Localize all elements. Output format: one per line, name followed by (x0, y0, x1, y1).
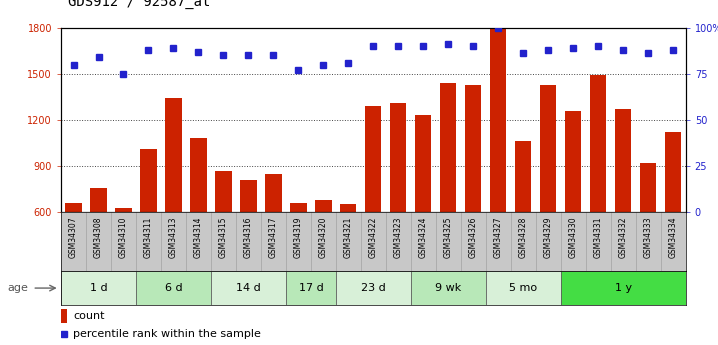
Bar (290, 203, 307, 304)
Bar (390, 103, 406, 304)
Text: GSM34324: GSM34324 (419, 217, 428, 258)
Text: GSM34314: GSM34314 (194, 217, 203, 258)
Bar (561, 271, 686, 305)
Bar (211, 271, 286, 305)
Bar (365, 106, 381, 304)
Text: 17 d: 17 d (299, 283, 323, 293)
Bar (465, 85, 482, 304)
Text: GDS912 / 92587_at: GDS912 / 92587_at (68, 0, 210, 9)
Text: GSM34333: GSM34333 (644, 217, 653, 258)
Text: GSM34316: GSM34316 (244, 217, 253, 258)
Text: 23 d: 23 d (361, 283, 386, 293)
Text: GSM34330: GSM34330 (569, 217, 578, 258)
Bar (490, 29, 506, 304)
Text: GSM34321: GSM34321 (344, 217, 353, 258)
Text: GSM34308: GSM34308 (94, 217, 103, 258)
Text: GSM34326: GSM34326 (469, 217, 477, 258)
Text: 1 y: 1 y (615, 283, 632, 293)
Bar (241, 180, 256, 304)
Text: GSM34313: GSM34313 (169, 217, 178, 258)
Bar (411, 271, 486, 305)
Text: GSM34332: GSM34332 (619, 217, 628, 258)
Bar (165, 98, 182, 304)
Text: GSM34323: GSM34323 (394, 217, 403, 258)
Text: 14 d: 14 d (236, 283, 261, 293)
Bar (665, 132, 681, 304)
Text: GSM34311: GSM34311 (144, 217, 153, 258)
Bar (286, 271, 336, 305)
Text: GSM34315: GSM34315 (219, 217, 228, 258)
Bar (315, 200, 332, 304)
Text: 9 wk: 9 wk (435, 283, 462, 293)
Bar (265, 174, 281, 304)
Bar (90, 188, 107, 304)
Bar (61, 309, 67, 323)
Bar (440, 83, 457, 304)
Text: count: count (73, 311, 104, 321)
Text: 6 d: 6 d (164, 283, 182, 293)
Text: GSM34307: GSM34307 (69, 217, 78, 258)
Bar (116, 208, 131, 304)
Bar (415, 115, 432, 304)
Bar (140, 149, 157, 304)
Bar (65, 203, 82, 304)
Bar (190, 138, 207, 304)
Text: 1 d: 1 d (90, 283, 107, 293)
Text: GSM34322: GSM34322 (369, 217, 378, 258)
Text: GSM34319: GSM34319 (294, 217, 303, 258)
Text: age: age (7, 283, 28, 293)
Text: GSM34317: GSM34317 (269, 217, 278, 258)
Text: GSM34310: GSM34310 (119, 217, 128, 258)
Bar (640, 163, 656, 304)
Bar (336, 271, 411, 305)
Bar (486, 271, 561, 305)
Text: GSM34328: GSM34328 (519, 217, 528, 258)
Bar (515, 141, 531, 304)
Text: GSM34320: GSM34320 (319, 217, 328, 258)
Text: GSM34331: GSM34331 (594, 217, 602, 258)
Text: GSM34325: GSM34325 (444, 217, 453, 258)
Bar (565, 111, 582, 304)
Bar (590, 75, 607, 304)
Text: GSM34334: GSM34334 (668, 217, 678, 258)
Text: percentile rank within the sample: percentile rank within the sample (73, 329, 261, 339)
Text: 5 mo: 5 mo (509, 283, 537, 293)
Text: GSM34329: GSM34329 (544, 217, 553, 258)
Bar (540, 85, 556, 304)
Bar (215, 171, 232, 304)
Bar (136, 271, 211, 305)
Text: GSM34327: GSM34327 (494, 217, 503, 258)
Bar (340, 205, 357, 304)
Bar (615, 109, 631, 304)
Bar (61, 271, 136, 305)
